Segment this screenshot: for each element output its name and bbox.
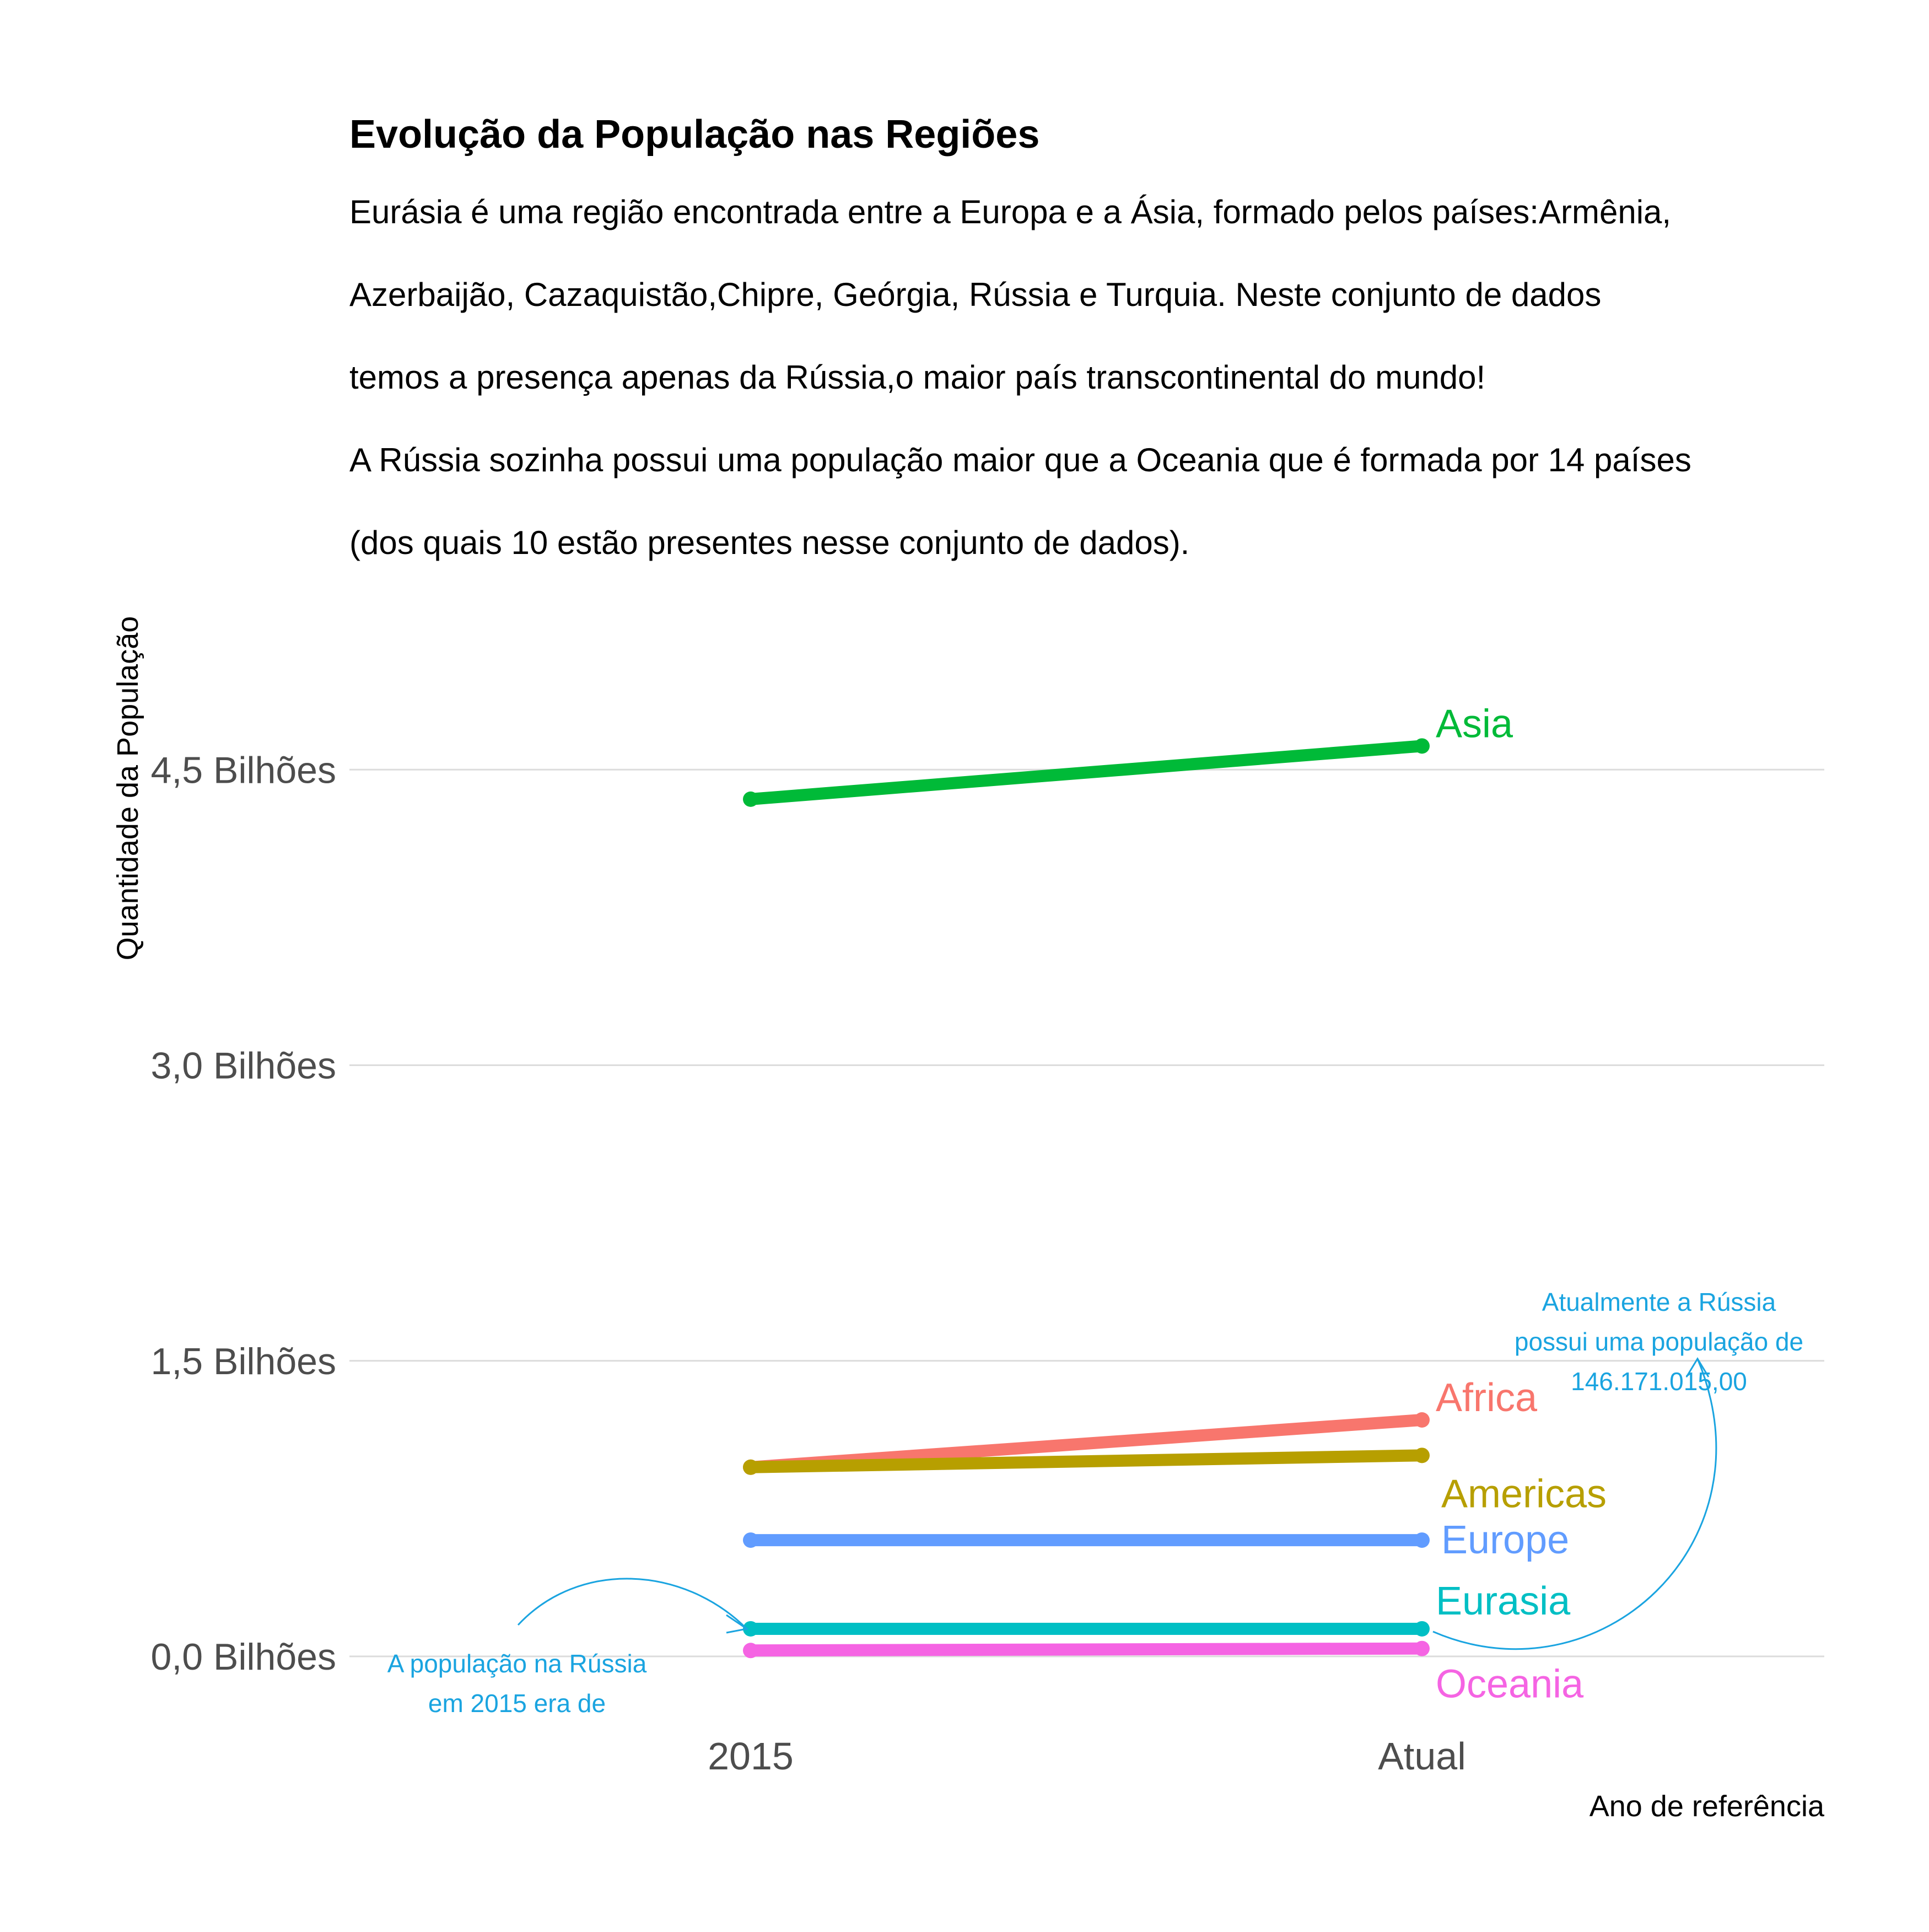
data-point <box>1414 1640 1430 1656</box>
annotation-arrowhead <box>726 1614 749 1634</box>
series-lines <box>743 738 1430 1659</box>
x-tick-label: Atual <box>1378 1735 1466 1778</box>
series-line <box>745 1449 1428 1473</box>
x-tick-label: 2015 <box>708 1735 794 1778</box>
subtitle-line: (dos quais 10 estão presentes nesse conj… <box>349 524 1189 561</box>
data-point <box>743 1459 758 1475</box>
series-label: Asia <box>1436 702 1513 746</box>
series-label: Americas <box>1441 1472 1607 1516</box>
chart-title: Evolução da População nas Regiões <box>349 112 1039 157</box>
annotation-text: possui uma população de <box>1515 1327 1803 1356</box>
series-label: Oceania <box>1436 1662 1584 1707</box>
data-point <box>1414 1412 1430 1428</box>
y-tick-label: 1,5 Bilhões <box>151 1341 336 1382</box>
subtitle-line: Azerbaijão, Cazaquistão,Chipre, Geórgia,… <box>349 276 1601 313</box>
annotation-arrow <box>1432 1358 1717 1650</box>
data-point <box>743 1643 758 1659</box>
y-tick-label: 3,0 Bilhões <box>151 1045 336 1087</box>
subtitle-line: Eurásia é uma região encontrada entre a … <box>349 193 1671 230</box>
chart-subtitle: Eurásia é uma região encontrada entre a … <box>349 193 1691 561</box>
data-point <box>743 1532 758 1548</box>
annotation-text: 146.171.015,00 <box>1571 1367 1747 1396</box>
subtitle-line: A Rússia sozinha possui uma população ma… <box>349 442 1691 478</box>
data-point <box>1414 1621 1430 1637</box>
data-point <box>1414 1532 1430 1548</box>
annotation-text: A população na Rússia <box>387 1649 647 1678</box>
y-tick-label: 0,0 Bilhões <box>151 1636 336 1678</box>
data-point <box>743 1621 758 1637</box>
data-point <box>1414 1447 1430 1463</box>
y-axis-title: Quantidade da População <box>111 616 144 961</box>
annotations: A população na Rússia em 2015 era de Atual… <box>387 1288 1803 1718</box>
annotation-text: em 2015 era de <box>428 1689 606 1718</box>
annotation-arrowhead <box>1685 1357 1710 1377</box>
annotation-text: Atualmente a Rússia <box>1542 1288 1776 1316</box>
series-line <box>745 1642 1428 1657</box>
annotation-arrow <box>517 1578 748 1630</box>
series-label: Eurasia <box>1436 1579 1571 1623</box>
y-tick-label: 4,5 Bilhões <box>151 749 336 791</box>
subtitle-line: temos a presença apenas da Rússia,o maio… <box>349 359 1485 396</box>
gridlines <box>349 768 1824 1657</box>
y-axis-ticks: 0,0 Bilhões 1,5 Bilhões 3,0 Bilhões 4,5 Bil… <box>151 749 336 1678</box>
x-axis-ticks: 2015 Atual <box>708 1735 1466 1778</box>
series-label: Europe <box>1441 1518 1569 1562</box>
data-point <box>1414 738 1430 754</box>
data-point <box>743 791 758 807</box>
series-label: Africa <box>1436 1376 1538 1420</box>
x-axis-title: Ano de referência <box>1589 1790 1825 1823</box>
series-line <box>745 740 1428 805</box>
